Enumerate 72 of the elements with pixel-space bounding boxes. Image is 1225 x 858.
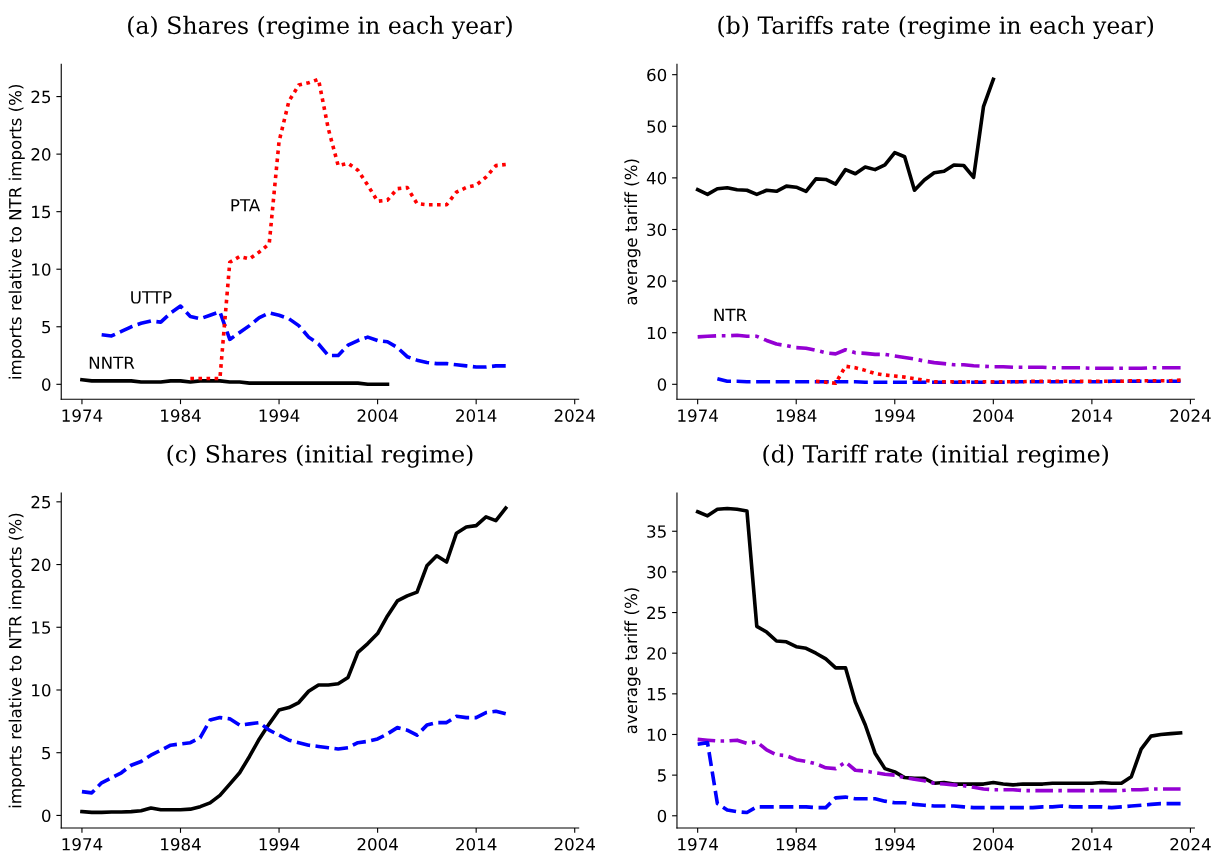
y-tick-label: 0 (657, 809, 667, 823)
x-tick-label: 2014 (1071, 409, 1113, 422)
y-tick-label: 30 (647, 565, 667, 579)
y-tick-label: 10 (32, 263, 51, 276)
y-axis-title: average tariff (%) (624, 588, 641, 734)
series-label: NNTR (89, 356, 135, 369)
line-series (695, 77, 996, 197)
chart-title: (b) Tariffs rate (regime in each year) (718, 15, 1154, 40)
x-tick-label: 2024 (554, 837, 595, 851)
y-tick-label: 20 (647, 647, 667, 660)
y-tick-label: 25 (647, 606, 666, 620)
y-tick-label: 5 (42, 746, 51, 760)
y-axis-title: imports relative to NTR imports (%) (8, 513, 25, 808)
x-tick-label: 1984 (776, 837, 817, 851)
y-tick-label: 35 (647, 525, 666, 538)
chart-title: (c) Shares (initial regime) (167, 444, 473, 468)
line-series (80, 709, 508, 795)
y-tick-label: 20 (647, 275, 667, 288)
x-tick-label: 1974 (678, 837, 718, 851)
y-tick-label: 40 (646, 171, 667, 185)
line-series (80, 506, 508, 815)
x-tick-label: 1994 (259, 409, 300, 422)
y-tick-label: 50 (647, 120, 667, 133)
y-axis-title: imports relative to NTR imports (%) (8, 84, 25, 379)
line-series (695, 333, 1183, 371)
x-tick-label: 2014 (456, 837, 497, 851)
y-tick-label: 0 (42, 809, 51, 822)
x-tick-label: 2014 (1071, 837, 1113, 851)
x-tick-label: 1974 (678, 409, 718, 422)
x-tick-label: 2014 (456, 409, 497, 422)
y-tick-label: 20 (31, 558, 51, 572)
x-tick-label: 1984 (161, 409, 201, 422)
y-tick-label: 10 (647, 728, 667, 742)
y-tick-label: 20 (31, 148, 51, 161)
line-series (695, 737, 1183, 793)
y-tick-label: 25 (31, 495, 51, 509)
y-axis-title: average tariff (%) (624, 159, 641, 305)
x-tick-label: 2004 (357, 409, 398, 422)
x-tick-label: 1994 (875, 409, 916, 422)
x-tick-label: 2024 (554, 409, 595, 422)
x-tick-label: 2004 (973, 837, 1014, 851)
y-tick-label: 60 (647, 68, 667, 82)
y-tick-label: 10 (32, 683, 51, 697)
line-series (188, 77, 508, 381)
line-series (695, 740, 1183, 815)
y-tick-label: 0 (42, 378, 51, 391)
x-tick-label: 1994 (259, 837, 300, 851)
x-tick-label: 2024 (1170, 409, 1211, 422)
x-tick-label: 2004 (973, 409, 1014, 422)
chart-title: (d) Tariff rate (initial regime) (763, 444, 1108, 468)
x-tick-label: 1984 (161, 837, 201, 851)
y-tick-label: 15 (32, 205, 51, 219)
y-tick-label: 25 (31, 90, 51, 104)
y-tick-label: 0 (657, 378, 667, 391)
x-tick-label: 2004 (357, 837, 398, 851)
series-label: UTTP (131, 291, 172, 304)
y-tick-label: 10 (647, 326, 667, 340)
line-series (814, 364, 1183, 386)
series-label: PTA (231, 199, 261, 212)
x-tick-label: 1974 (62, 409, 103, 422)
x-tick-label: 1974 (62, 837, 103, 851)
x-tick-label: 1984 (776, 409, 817, 422)
x-tick-label: 2024 (1170, 837, 1211, 851)
y-tick-label: 30 (647, 223, 667, 237)
y-tick-label: 5 (657, 769, 666, 782)
y-tick-label: 15 (647, 688, 666, 701)
y-tick-label: 5 (42, 320, 51, 334)
x-tick-label: 1994 (875, 837, 916, 851)
series-label: NTR (714, 308, 747, 321)
line-series (695, 506, 1183, 787)
y-tick-label: 15 (32, 621, 51, 634)
chart-title: (a) Shares (regime in each year) (128, 15, 512, 40)
